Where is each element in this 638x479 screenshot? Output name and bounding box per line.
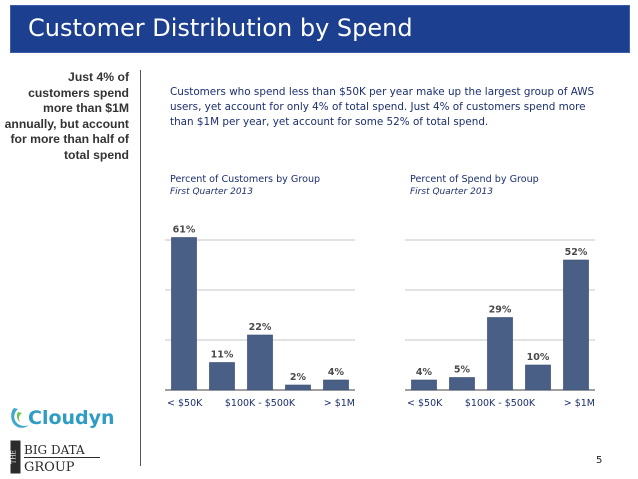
slide-header: Customer Distribution by Spend	[0, 0, 638, 62]
bar-0	[171, 237, 197, 391]
data-label-1: 11%	[211, 350, 234, 361]
tick-label-0: < $50K	[407, 398, 443, 409]
tick-label-0: < $50K	[167, 398, 203, 409]
sidebar-note: Just 4% of customers spend more than $1M…	[4, 70, 129, 162]
bar-3	[525, 364, 551, 391]
data-label-3: 10%	[527, 352, 550, 363]
data-label-1: 5%	[454, 365, 471, 376]
tick-label-2: $100K - $500K	[465, 398, 536, 409]
vertical-divider	[140, 70, 141, 466]
customers-bar-chart: 61% < $50K 11% 22% $100K - $500K 2% 4% > $1M	[165, 225, 355, 409]
bar-3	[285, 384, 311, 391]
page-number: 5	[596, 455, 603, 466]
chart-2-subtitle: First Quarter 2013	[410, 187, 493, 197]
bar-4	[563, 259, 589, 391]
tick-label-4: > $1M	[324, 398, 355, 409]
cloudyn-logo: Cloudyn	[11, 407, 115, 429]
chart-1-subtitle: First Quarter 2013	[170, 187, 253, 197]
cloudyn-wordmark: Cloudyn	[28, 407, 115, 429]
tick-label-4: > $1M	[564, 398, 595, 409]
chart-1-title: Percent of Customers by Group	[170, 174, 321, 185]
slide-title: Customer Distribution by Spend	[28, 14, 413, 42]
chart-2-heading: Percent of Spend by Group First Quarter …	[410, 173, 539, 199]
bdg-line2: GROUP	[24, 460, 75, 474]
data-label-2: 29%	[489, 305, 512, 316]
spend-bar-chart: 4% < $50K 5% 29% $100K - $500K 10% 52% > $1M	[405, 239, 595, 409]
title-band	[10, 5, 630, 53]
bdg-line1: BIG DATA	[24, 443, 85, 457]
bar-1	[209, 362, 235, 391]
bdg-the: THE	[11, 450, 18, 464]
data-label-2: 22%	[249, 322, 272, 333]
data-label-4: 4%	[328, 367, 345, 378]
bar-2	[487, 317, 513, 391]
chart-1-heading: Percent of Customers by Group First Quar…	[170, 173, 320, 199]
data-label-3: 2%	[290, 372, 307, 383]
chart-2-title: Percent of Spend by Group	[410, 174, 539, 185]
bar-0	[411, 379, 437, 391]
big-data-group-logo: THE BIG DATA GROUP	[10, 440, 102, 474]
data-label-4: 52%	[565, 247, 588, 258]
data-label-0: 61%	[173, 225, 196, 236]
bar-4	[323, 379, 349, 391]
tick-label-2: $100K - $500K	[225, 398, 296, 409]
intro-paragraph: Customers who spend less than $50K per y…	[170, 86, 595, 128]
bar-2	[247, 334, 273, 391]
bar-1	[449, 377, 475, 391]
data-label-0: 4%	[416, 367, 433, 378]
